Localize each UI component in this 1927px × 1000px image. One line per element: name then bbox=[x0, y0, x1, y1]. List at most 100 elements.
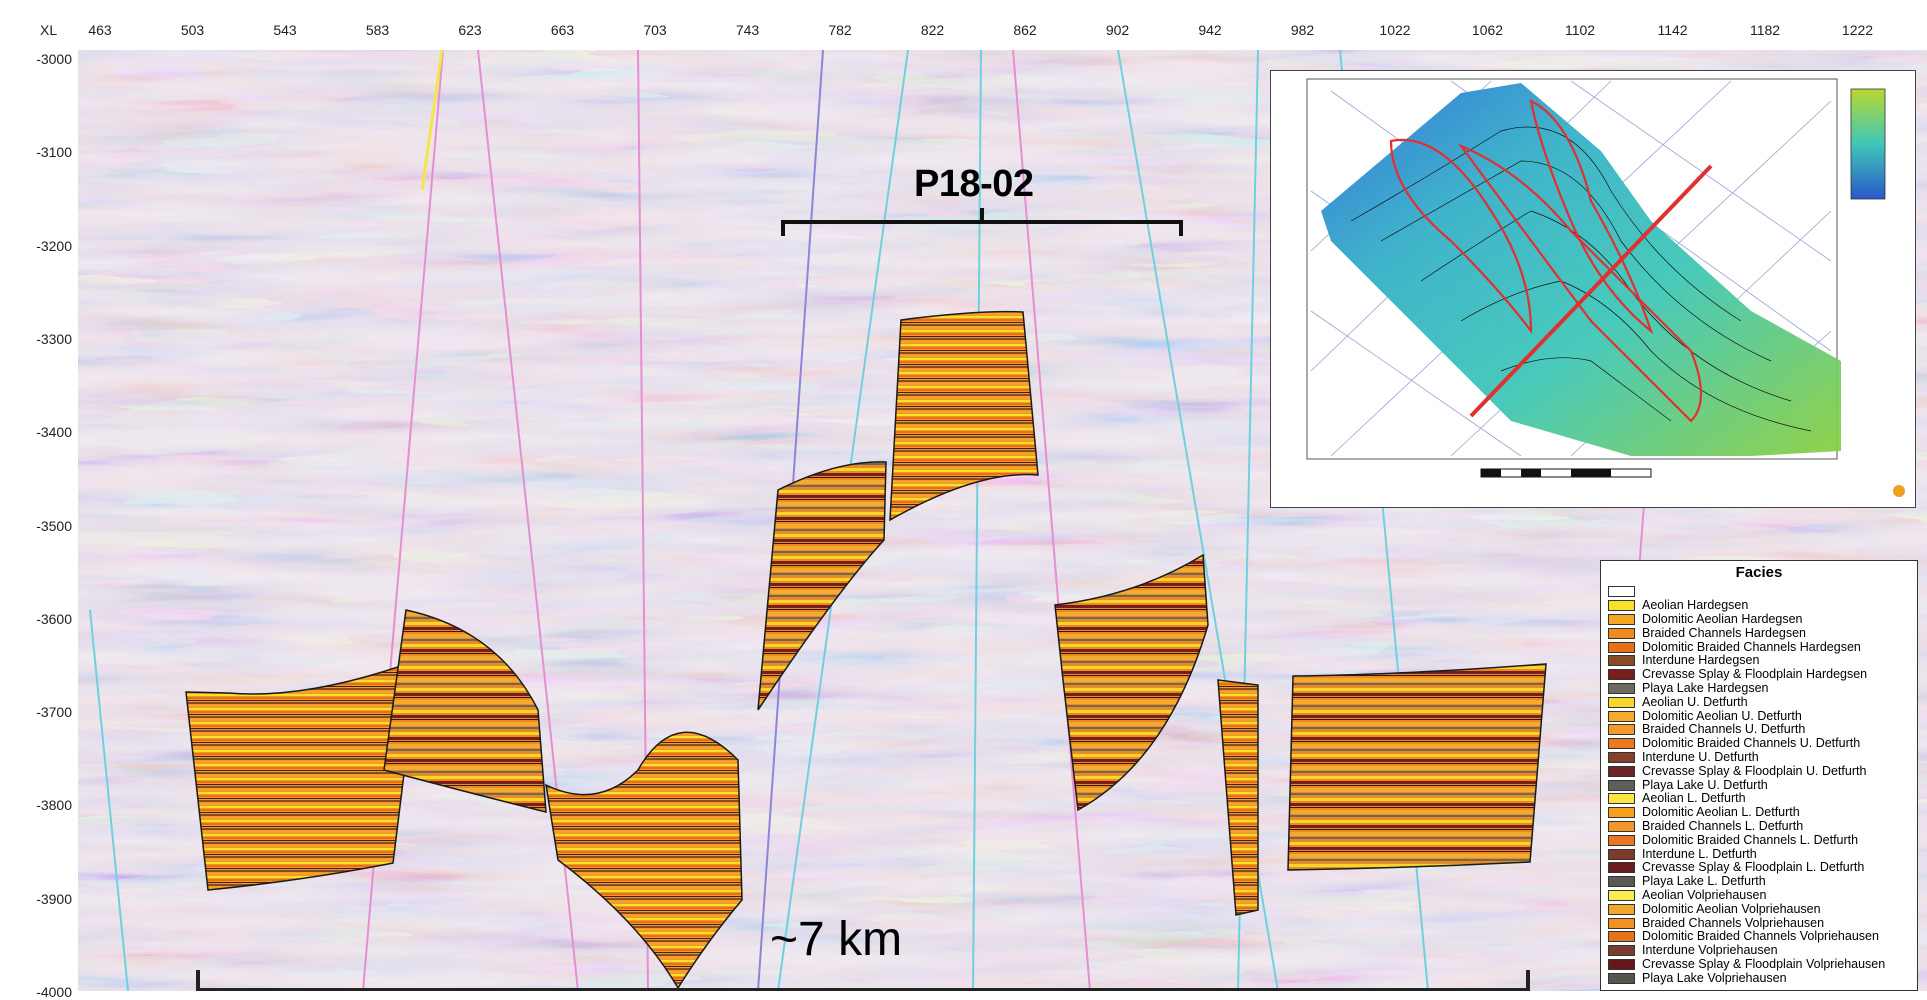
x-axis-prefix: XL bbox=[40, 22, 58, 38]
legend-label: Dolomitic Braided Channels L. Detfurth bbox=[1642, 832, 1859, 847]
legend-item: Aeolian L. Detfurth bbox=[1601, 792, 1917, 806]
legend-swatch bbox=[1608, 958, 1635, 970]
x-tick-label: 583 bbox=[365, 22, 390, 38]
legend-label: Aeolian L. Detfurth bbox=[1642, 791, 1746, 806]
legend-item: Dolomitic Aeolian L. Detfurth bbox=[1601, 806, 1917, 820]
legend-swatch bbox=[1608, 613, 1635, 625]
legend-item: Crevasse Splay & Floodplain Volpriehause… bbox=[1601, 957, 1917, 972]
legend-label: Crevasse Splay & Floodplain Hardegsen bbox=[1642, 667, 1868, 682]
legend-swatch bbox=[1608, 876, 1635, 888]
y-tick-label: -3600 bbox=[36, 610, 72, 627]
legend-label: Aeolian Volpriehausen bbox=[1642, 887, 1767, 902]
legend-label: Playa Lake Hardegsen bbox=[1642, 680, 1769, 695]
legend-swatch bbox=[1608, 889, 1635, 901]
legend-label: Interdune L. Detfurth bbox=[1642, 846, 1757, 861]
legend-list: Aeolian Hardegsen Dolomitic Aeolian Harde… bbox=[1601, 585, 1917, 985]
legend-swatch bbox=[1608, 586, 1635, 598]
legend-label: Interdune U. Detfurth bbox=[1642, 749, 1759, 764]
x-tick-label: 463 bbox=[88, 22, 112, 38]
legend-swatch bbox=[1608, 738, 1635, 750]
legend-label: Aeolian U. Detfurth bbox=[1642, 694, 1748, 709]
x-tick-label: 1022 bbox=[1379, 22, 1411, 38]
legend-label: Dolomitic Braided Channels Hardegsen bbox=[1642, 639, 1861, 654]
legend-label: Braided Channels L. Detfurth bbox=[1642, 818, 1804, 833]
legend-label: Playa Lake L. Detfurth bbox=[1642, 874, 1766, 889]
legend-item: Aeolian Hardegsen bbox=[1601, 599, 1917, 613]
legend-label: Braided Channels Hardegsen bbox=[1642, 625, 1806, 640]
x-tick-label: 543 bbox=[273, 22, 297, 38]
legend-item: Interdune Volpriehausen bbox=[1601, 944, 1917, 958]
y-tick-label: -4000 bbox=[36, 984, 72, 1000]
x-tick-label: 1182 bbox=[1749, 22, 1781, 38]
legend-item: Braided Channels Volpriehausen bbox=[1601, 916, 1917, 930]
legend-item: Crevasse Splay & Floodplain U. Detfurth bbox=[1601, 764, 1917, 778]
x-tick-label: 822 bbox=[920, 22, 945, 38]
legend-item: Dolomitic Aeolian U. Detfurth bbox=[1601, 709, 1917, 723]
legend-title: Facies bbox=[1735, 564, 1783, 581]
x-tick-label: 782 bbox=[828, 22, 852, 38]
legend-label: Braided Channels Volpriehausen bbox=[1642, 915, 1825, 930]
legend-label: Dolomitic Aeolian U. Detfurth bbox=[1642, 708, 1802, 723]
legend-swatch bbox=[1608, 972, 1635, 984]
legend-item: Crevasse Splay & Floodplain L. Detfurth bbox=[1601, 861, 1917, 875]
legend-item: Dolomitic Braided Channels Volpriehausen bbox=[1601, 930, 1917, 944]
legend-swatch bbox=[1608, 862, 1635, 874]
x-tick-label: 743 bbox=[735, 22, 760, 38]
legend-item: Playa Lake Hardegsen bbox=[1601, 680, 1917, 696]
well-marker-bracket bbox=[781, 208, 1183, 236]
legend-swatch bbox=[1608, 779, 1635, 791]
legend-swatch bbox=[1608, 655, 1635, 667]
legend-swatch bbox=[1608, 834, 1635, 846]
legend-swatch bbox=[1608, 696, 1635, 708]
legend-item: Dolomitic Aeolian Volpriehausen bbox=[1601, 902, 1917, 916]
legend-swatch bbox=[1608, 600, 1635, 612]
y-tick-label: -3300 bbox=[36, 330, 72, 347]
legend-item: Playa Lake U. Detfurth bbox=[1601, 778, 1917, 792]
legend-item: Interdune Hardegsen bbox=[1601, 654, 1917, 668]
scale-label: ~7 km bbox=[770, 913, 903, 966]
x-tick-label: 663 bbox=[550, 22, 575, 38]
legend-swatch bbox=[1608, 710, 1635, 722]
x-tick-label: 982 bbox=[1290, 22, 1315, 38]
y-tick-label: -3400 bbox=[36, 424, 72, 441]
legend-item: Crevasse Splay & Floodplain Hardegsen bbox=[1601, 668, 1917, 682]
legend-swatch bbox=[1608, 765, 1635, 777]
legend-item: Braided Channels L. Detfurth bbox=[1601, 818, 1917, 834]
legend-swatch bbox=[1608, 682, 1635, 694]
legend-swatch bbox=[1608, 627, 1635, 639]
facies-legend: Facies Aeolian Hardegsen Dolomitic Aeolia… bbox=[1600, 560, 1918, 991]
x-tick-label: 942 bbox=[1198, 22, 1222, 38]
legend-item: Braided Channels U. Detfurth bbox=[1601, 723, 1917, 737]
legend-label: Crevasse Splay & Floodplain U. Detfurth bbox=[1642, 763, 1867, 778]
y-tick-label: -3500 bbox=[36, 517, 72, 534]
legend-item: Aeolian Volpriehausen bbox=[1601, 887, 1917, 903]
legend-swatch bbox=[1608, 903, 1635, 915]
well-label: P18-02 bbox=[914, 163, 1034, 205]
y-tick-label: -3800 bbox=[36, 797, 72, 814]
legend-swatch bbox=[1608, 917, 1635, 929]
legend-swatch bbox=[1608, 751, 1635, 763]
x-tick-label: 862 bbox=[1013, 22, 1037, 38]
legend-swatch bbox=[1608, 931, 1635, 943]
legend-swatch bbox=[1608, 945, 1635, 957]
y-tick-label: -3700 bbox=[36, 704, 72, 721]
legend-item: Interdune U. Detfurth bbox=[1601, 749, 1917, 765]
x-tick-label: 1062 bbox=[1471, 22, 1504, 38]
facies-model bbox=[185, 310, 1547, 990]
legend-swatch bbox=[1608, 848, 1635, 860]
legend-swatch bbox=[1608, 807, 1635, 819]
map-inset bbox=[1270, 70, 1916, 508]
legend-item bbox=[1601, 585, 1917, 599]
legend-label: Interdune Hardegsen bbox=[1642, 653, 1760, 668]
y-tick-label: -3100 bbox=[36, 144, 72, 161]
legend-label: Dolomitic Braided Channels U. Detfurth bbox=[1642, 736, 1861, 751]
legend-item: Dolomitic Braided Channels Hardegsen bbox=[1601, 640, 1917, 654]
legend-swatch bbox=[1608, 724, 1635, 736]
depth-map bbox=[1306, 78, 1905, 497]
x-tick-label: 1102 bbox=[1564, 22, 1596, 38]
legend-swatch bbox=[1608, 669, 1635, 681]
y-tick-label: -3200 bbox=[36, 237, 72, 254]
legend-item: Dolomitic Braided Channels L. Detfurth bbox=[1601, 833, 1917, 847]
legend-label: Dolomitic Aeolian Volpriehausen bbox=[1642, 901, 1821, 916]
legend-label: Interdune Volpriehausen bbox=[1642, 943, 1778, 958]
